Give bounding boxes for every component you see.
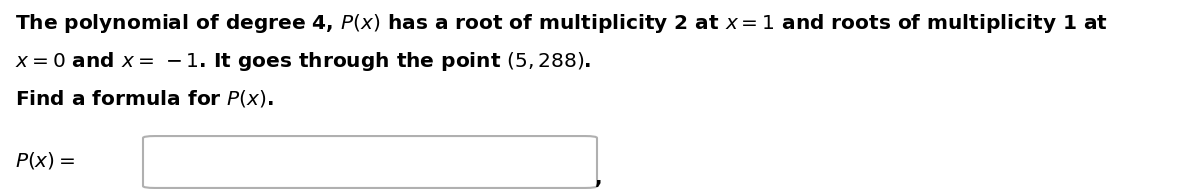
Text: Find a formula for $P(x)$.: Find a formula for $P(x)$. — [14, 88, 274, 109]
FancyBboxPatch shape — [143, 136, 598, 188]
Text: $x = 0$ and $x =\, -1$. It goes through the point $(5, 288)$.: $x = 0$ and $x =\, -1$. It goes through … — [14, 50, 592, 73]
Text: ,: , — [595, 169, 602, 188]
Text: $P(x) =$: $P(x) =$ — [14, 150, 76, 171]
Text: The polynomial of degree 4, $P(x)$ has a root of multiplicity 2 at $x = 1$ and r: The polynomial of degree 4, $P(x)$ has a… — [14, 12, 1108, 35]
